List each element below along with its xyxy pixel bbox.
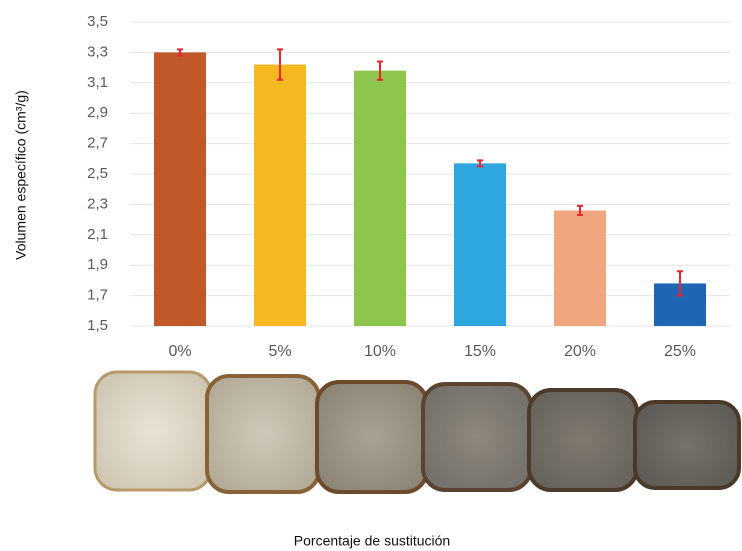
y-tick-label: 1,9 (87, 256, 108, 273)
y-tick-label: 1,5 (87, 317, 108, 334)
error-bar (677, 270, 683, 297)
error-bar (377, 60, 383, 81)
x-tick-label: 15% (464, 343, 496, 360)
x-axis-label: Porcentaje de sustitución (294, 533, 450, 549)
error-bar (277, 48, 283, 81)
bar (154, 52, 206, 327)
error-bar (177, 48, 183, 57)
y-tick-label: 2,1 (87, 226, 108, 243)
x-tick-label: 25% (664, 343, 696, 360)
y-tick-label: 3,3 (87, 43, 108, 60)
x-tick-label: 0% (168, 343, 191, 360)
bar (554, 210, 606, 326)
y-tick-label: 2,5 (87, 165, 108, 182)
y-tick-label: 3,5 (87, 13, 108, 30)
y-tick-label: 3,1 (87, 74, 108, 91)
x-tick-label: 20% (564, 343, 596, 360)
bread-photo (93, 370, 741, 494)
y-tick-label: 2,7 (87, 135, 108, 152)
error-bar (577, 204, 583, 217)
y-tick-label: 1,7 (87, 287, 108, 304)
x-tick-label: 5% (268, 343, 291, 360)
x-tick-label: 10% (364, 343, 396, 360)
bar (254, 64, 306, 326)
y-tick-label: 2,9 (87, 104, 108, 121)
bar (354, 70, 406, 326)
error-bar (477, 159, 483, 168)
y-tick-label: 2,3 (87, 195, 108, 212)
y-axis-label: Volumen específico (cm³/g) (13, 90, 29, 260)
bar (454, 163, 506, 326)
